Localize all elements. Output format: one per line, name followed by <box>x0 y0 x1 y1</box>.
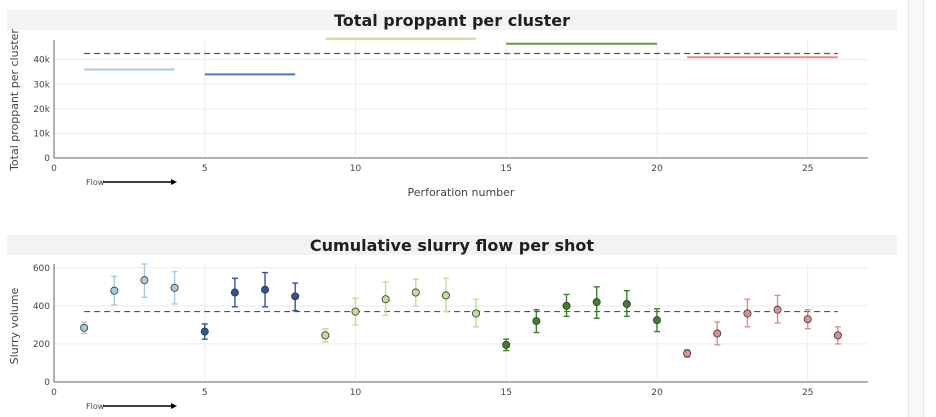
chart2-xtick-label: 0 <box>51 388 57 398</box>
chart2-marker <box>261 285 270 294</box>
chart2-marker <box>833 331 842 340</box>
chart1-xtick-label: 5 <box>202 164 208 174</box>
chart2-point-18 <box>592 286 601 319</box>
chart2-point-11 <box>381 281 390 317</box>
chart2-marker <box>170 283 179 292</box>
chart2-marker <box>80 323 89 332</box>
chart2-marker <box>713 329 722 338</box>
chart2-ticks: 0 5 10 15 20 25 0 200 400 600 <box>33 264 814 398</box>
chart1-ytick-label: 30k <box>33 80 50 90</box>
chart1-grid <box>54 40 868 158</box>
chart2-marker <box>532 317 541 326</box>
chart2-marker <box>472 309 481 318</box>
chart1-title: Total proppant per cluster <box>334 11 570 30</box>
chart2-marker <box>140 276 149 285</box>
chart2-point-20 <box>652 308 661 333</box>
chart1-xtick-label: 25 <box>802 164 813 174</box>
chart2-ytick-label: 200 <box>33 340 50 350</box>
chart2-xtick-label: 15 <box>500 388 511 398</box>
chart1-xtick-label: 20 <box>651 164 663 174</box>
chart1-ticks: 0 5 10 15 20 25 0 10k 20k 30k 40k <box>33 56 813 174</box>
chart2-marker <box>230 288 239 297</box>
chart2-point-25 <box>803 308 812 330</box>
chart2-point-26 <box>833 326 842 345</box>
chart1-ytick-label: 0 <box>44 154 50 164</box>
chart2-point-3 <box>140 263 149 299</box>
chart1-axes <box>53 40 868 159</box>
chart2-marker <box>321 331 330 340</box>
chart1-ytick-label: 10k <box>33 129 50 139</box>
chart2-xtick-label: 20 <box>651 388 663 398</box>
chart1-xtick-label: 0 <box>51 164 57 174</box>
chart2-point-14 <box>472 298 481 328</box>
chart2-point-5 <box>200 323 209 340</box>
chart2-points <box>80 263 842 358</box>
chart2-point-9 <box>321 328 330 343</box>
chart2-point-22 <box>713 321 722 346</box>
chart1-flow-arrow-head <box>171 179 177 185</box>
chart2-point-16 <box>532 308 541 334</box>
chart2-ytick-label: 400 <box>33 302 50 312</box>
chart1-xtick-label: 15 <box>500 164 511 174</box>
chart2-marker <box>743 309 752 318</box>
chart2-marker <box>803 315 812 324</box>
chart2-point-24 <box>773 294 782 324</box>
chart2-ytick-label: 600 <box>33 264 50 274</box>
chart2-axes <box>53 264 868 383</box>
chart2-title: Cumulative slurry flow per shot <box>310 236 595 255</box>
chart2-marker <box>773 305 782 314</box>
chart2-point-15 <box>502 338 511 352</box>
chart2-point-7 <box>261 271 270 308</box>
chart1-flow-indicator: Flow <box>86 178 177 187</box>
chart2-point-10 <box>351 297 360 326</box>
chart2-point-12 <box>411 278 420 307</box>
chart2-marker <box>652 316 661 325</box>
chart2-xtick-label: 5 <box>202 388 208 398</box>
chart2-marker <box>622 299 631 308</box>
chart2-marker <box>110 286 119 295</box>
chart2-marker <box>441 291 450 300</box>
chart2-point-17 <box>562 293 571 318</box>
chart2-marker <box>592 298 601 307</box>
chart2-grid <box>54 264 868 382</box>
chart1-ylabel: Total proppant per cluster <box>8 29 21 172</box>
chart2-point-1 <box>80 321 89 335</box>
chart2-xtick-label: 10 <box>350 388 362 398</box>
chart2-marker <box>381 295 390 304</box>
chart1-ytick-label: 40k <box>33 56 50 66</box>
chart2-point-13 <box>441 277 450 313</box>
chart2-marker <box>411 288 420 297</box>
chart2-flow-label: Flow <box>86 402 105 411</box>
chart1-xtick-label: 10 <box>350 164 362 174</box>
chart2-point-4 <box>170 270 179 305</box>
chart2-point-8 <box>291 282 300 312</box>
chart2-marker <box>562 301 571 310</box>
chart1-ytick-label: 20k <box>33 105 50 115</box>
chart2-title-band <box>7 235 897 255</box>
chart1-xlabel: Perforation number <box>408 186 515 199</box>
chart2-marker <box>291 292 300 301</box>
chart2-point-21 <box>683 348 692 358</box>
chart1-title-band <box>7 10 897 30</box>
chart2-flow-arrow-head <box>171 403 177 409</box>
chart-total-proppant: Total proppant per cluster 0 5 10 15 20 25 0 10… <box>7 10 897 199</box>
chart2-ylabel: Slurry volume <box>8 287 21 364</box>
chart2-point-2 <box>110 275 119 306</box>
chart2-ytick-label: 0 <box>44 378 50 388</box>
chart2-point-19 <box>622 289 631 318</box>
chart2-flow-indicator: Flow <box>86 402 177 411</box>
chart2-marker <box>683 349 692 358</box>
chart1-flow-label: Flow <box>86 178 105 187</box>
vertical-scrollbar[interactable] <box>908 0 924 417</box>
chart2-point-6 <box>230 277 239 308</box>
chart2-marker <box>200 327 209 336</box>
chart2-marker <box>351 307 360 316</box>
chart2-point-23 <box>743 298 752 328</box>
chart1-series <box>84 37 838 76</box>
chart2-marker <box>502 340 511 349</box>
chart2-xtick-label: 25 <box>802 388 813 398</box>
chart-cumulative-slurry: Cumulative slurry flow per shot 0 5 10 15 20… <box>7 235 897 411</box>
